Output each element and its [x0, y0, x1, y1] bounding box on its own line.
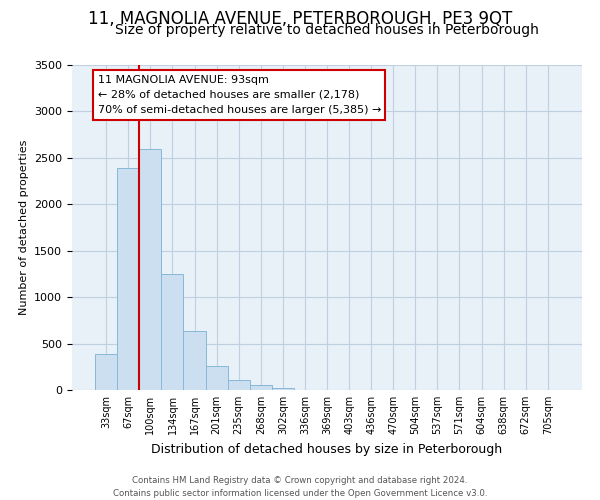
X-axis label: Distribution of detached houses by size in Peterborough: Distribution of detached houses by size …	[151, 442, 503, 456]
Bar	[95, 354, 117, 390]
Text: Contains HM Land Registry data © Crown copyright and database right 2024.
Contai: Contains HM Land Registry data © Crown c…	[113, 476, 487, 498]
Bar	[272, 388, 294, 390]
Text: 11, MAGNOLIA AVENUE, PETERBOROUGH, PE3 9QT: 11, MAGNOLIA AVENUE, PETERBOROUGH, PE3 9…	[88, 10, 512, 28]
Bar	[227, 380, 250, 390]
Title: Size of property relative to detached houses in Peterborough: Size of property relative to detached ho…	[115, 24, 539, 38]
Y-axis label: Number of detached properties: Number of detached properties	[19, 140, 29, 315]
Bar	[184, 330, 206, 390]
Bar	[206, 366, 227, 390]
Text: 11 MAGNOLIA AVENUE: 93sqm
← 28% of detached houses are smaller (2,178)
70% of se: 11 MAGNOLIA AVENUE: 93sqm ← 28% of detac…	[97, 74, 381, 115]
Bar	[117, 168, 139, 390]
Bar	[161, 274, 184, 390]
Bar	[139, 148, 161, 390]
Bar	[250, 385, 272, 390]
